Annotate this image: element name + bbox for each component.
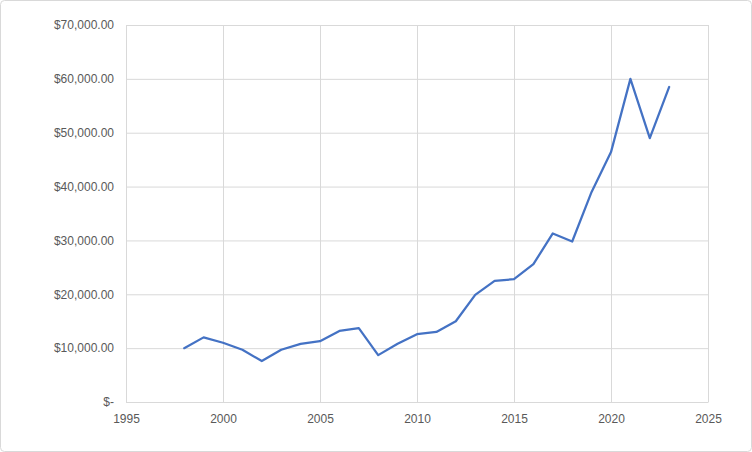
data-line (184, 79, 669, 361)
grid-line (126, 402, 708, 403)
y-axis-tick: $50,000.00 (54, 126, 708, 140)
y-axis-tick-label: $50,000.00 (54, 126, 114, 140)
y-axis-tick-label: $60,000.00 (54, 72, 114, 86)
y-axis-tick-label: $- (103, 395, 114, 409)
y-axis-tick-label: $40,000.00 (54, 180, 114, 194)
x-axis-tick: 2025 (695, 25, 722, 426)
y-axis: $- $10,000.00 $20,000.00 $30,000.00 $40,000.… (54, 18, 708, 409)
x-axis-tick: 2020 (598, 25, 625, 426)
x-axis: 1995 2000 2005 2010 2015 2020 2025 (113, 25, 722, 426)
grid-line (611, 25, 612, 402)
x-axis-tick-label: 2020 (598, 412, 625, 426)
grid-line (126, 25, 127, 402)
grid-line (320, 25, 321, 402)
grid-line (223, 25, 224, 402)
grid-line (417, 25, 418, 402)
y-axis-tick: $20,000.00 (54, 288, 708, 302)
x-axis-line (127, 402, 709, 403)
chart: $- $10,000.00 $20,000.00 $30,000.00 $40,000.… (0, 0, 752, 452)
x-axis-tick-label: 2025 (695, 412, 722, 426)
x-axis-tick: 2015 (501, 25, 528, 426)
x-axis-tick-label: 2000 (210, 412, 237, 426)
x-axis-tick-label: 2005 (307, 412, 334, 426)
y-axis-tick: $60,000.00 (54, 72, 708, 86)
x-axis-tick-label: 1995 (113, 412, 140, 426)
y-axis-tick-label: $20,000.00 (54, 288, 114, 302)
grid-line (514, 25, 515, 402)
x-axis-tick: 2010 (404, 25, 431, 426)
y-axis-tick-label: $70,000.00 (54, 18, 114, 32)
y-axis-tick: $70,000.00 (54, 18, 708, 32)
x-axis-tick-label: 2010 (404, 412, 431, 426)
y-axis-tick: $30,000.00 (54, 234, 708, 248)
series-group (184, 79, 669, 361)
plot: $- $10,000.00 $20,000.00 $30,000.00 $40,000.… (54, 18, 722, 425)
x-axis-tick-label: 2015 (501, 412, 528, 426)
chart-border (1, 1, 752, 452)
y-axis-tick: $40,000.00 (54, 180, 708, 194)
y-axis-tick-label: $10,000.00 (54, 341, 114, 355)
x-axis-tick: 2000 (210, 25, 237, 426)
y-axis-tick: $- (103, 395, 708, 409)
x-axis-tick: 2005 (307, 25, 334, 426)
x-axis-tick: 1995 (113, 25, 140, 426)
y-axis-tick-label: $30,000.00 (54, 234, 114, 248)
y-axis-line (126, 26, 127, 403)
grid-line (708, 25, 709, 402)
